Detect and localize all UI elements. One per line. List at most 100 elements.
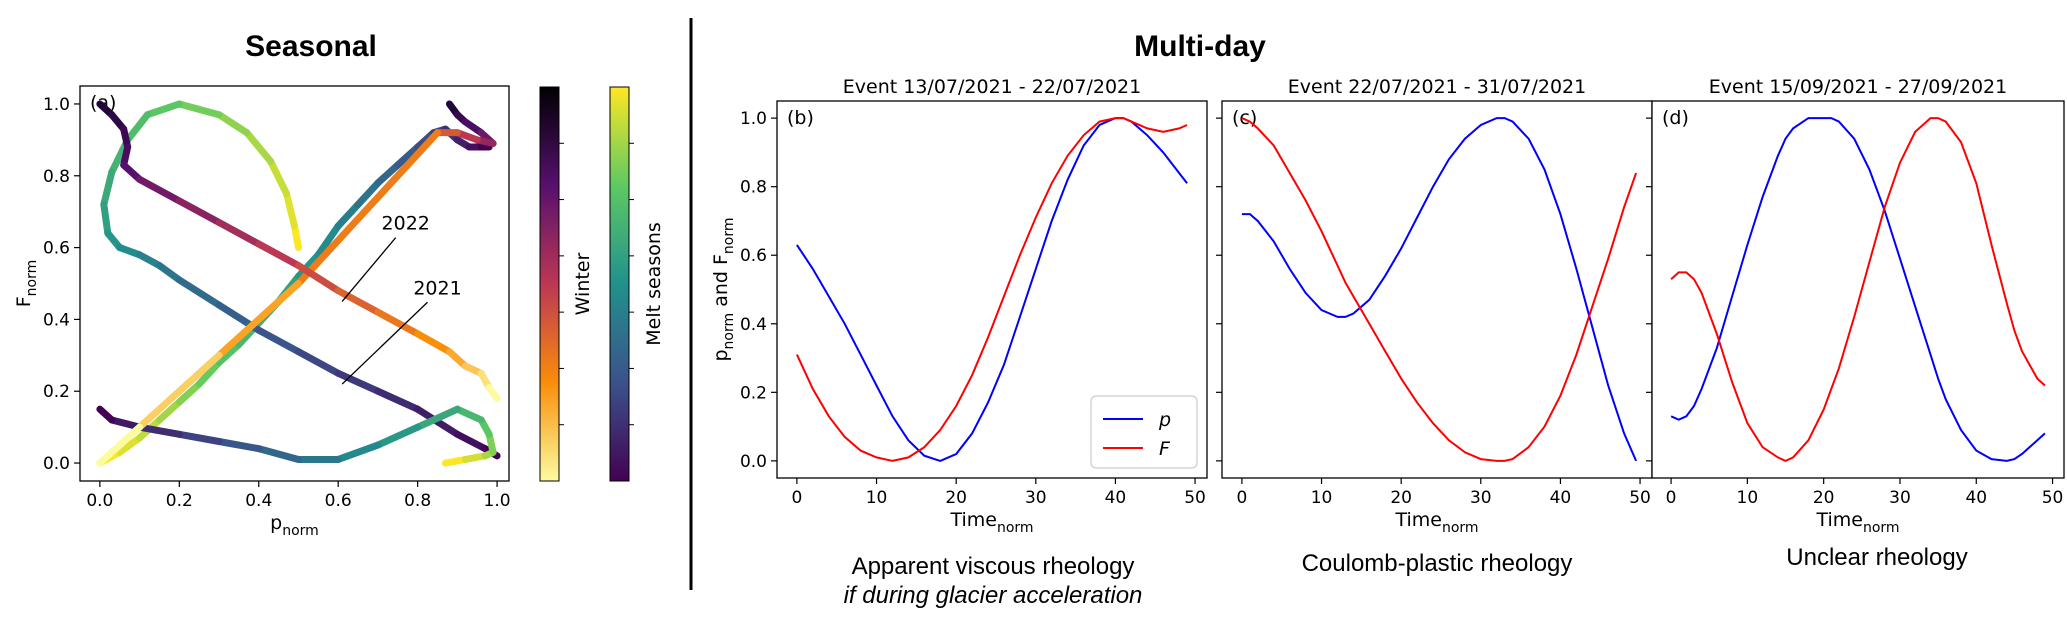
trajectory-4-segment (120, 161, 144, 183)
x-tick-label-c: 10 (1311, 488, 1333, 508)
y-axis-label-a: Fnorm (13, 260, 40, 308)
y-tick-label-b: 0.0 (740, 452, 767, 472)
colorbars: Winter Melt seasons (539, 86, 665, 482)
annotation-2021: 2021 (413, 277, 461, 299)
x-tick-label-a: 0.8 (404, 491, 431, 511)
x-tick-label-c: 0 (1236, 488, 1247, 508)
y-tick-label-a: 0.6 (43, 239, 70, 259)
trajectory-1-segment (294, 348, 342, 377)
x-tick-label-b: 40 (1105, 488, 1127, 508)
legend-box (1090, 395, 1198, 469)
series-p-line-c (1241, 117, 1638, 462)
x-tick-label-d: 40 (1965, 488, 1987, 508)
trajectory-4-segment (136, 175, 183, 205)
trajectory-3-segment (215, 280, 302, 359)
x-tick-label-b: 10 (866, 488, 888, 508)
trajectory-1-segment (100, 168, 116, 208)
trajectory-1-segment (267, 157, 291, 198)
trajectory-0-segment (195, 359, 223, 388)
caption-d: Unclear rheology (1786, 544, 1967, 571)
plot-frame-c (1221, 100, 1653, 479)
x-tick-label-c: 30 (1470, 488, 1492, 508)
trajectory-4-segment (215, 218, 263, 248)
series-F-line-d (1670, 117, 2046, 463)
trajectory-0-segment (314, 222, 342, 259)
panel-c: 0 10 20 30 40 50 Event 22/07/2021 - 31/07/2021… (1216, 76, 1653, 536)
trajectory-0-segment (116, 434, 144, 456)
trajectory-1-segment (291, 222, 302, 252)
x-tick-label-c: 40 (1550, 488, 1572, 508)
x-tick-label-a: 1.0 (484, 491, 511, 511)
y-tick-label-a: 0.2 (43, 382, 70, 402)
trajectory-0-segment (155, 398, 183, 424)
trajectory-0-segment (374, 161, 402, 187)
trajectory-2-segment (374, 423, 422, 449)
x-tick-label-b: 0 (791, 488, 802, 508)
y-tick-label-b: 0.4 (740, 315, 767, 335)
section-title-multiday: Multi-day (1134, 30, 1266, 63)
x-tick-label-b: 50 (1184, 488, 1206, 508)
y-axis-label-b: pnorm and Fnorm (710, 217, 737, 361)
y-tick-label-a: 0.4 (43, 310, 70, 330)
panel-title-b: Event 13/07/2021 - 22/07/2021 (843, 76, 1141, 98)
trajectory-1-segment (155, 262, 183, 284)
trajectory-2-segment (96, 405, 116, 424)
trajectory-1-segment (374, 387, 422, 413)
x-tick-label-b: 30 (1025, 488, 1047, 508)
annotation-line-2021 (341, 301, 428, 385)
trajectory-0-segment (334, 201, 362, 230)
annotation-2022: 2022 (382, 213, 430, 235)
colorbar-melt-label: Melt seasons (643, 222, 665, 346)
trajectory-4-segment (445, 348, 469, 370)
trajectory-1-segment (175, 276, 223, 309)
panel-a: 0.00.20.40.60.81.00.00.20.40.60.81.0(a)p… (13, 85, 511, 539)
x-tick-label-d: 20 (1813, 488, 1835, 508)
trajectory-4-segment (175, 197, 223, 226)
x-tick-label-a: 0.6 (325, 491, 352, 511)
colorbar-winter (539, 86, 560, 482)
x-tick-label-d: 50 (2042, 488, 2064, 508)
colorbar-winter-label: Winter (572, 252, 594, 315)
trajectory-1-segment (283, 190, 298, 230)
trajectory-4-segment (294, 262, 342, 295)
trajectory-1-segment (136, 251, 163, 270)
x-tick-label-a: 0.2 (166, 491, 193, 511)
caption-c: Coulomb-plastic rheology (1302, 550, 1573, 577)
x-axis-label-c: Timenorm (1394, 509, 1478, 536)
trajectory-0-segment (175, 380, 203, 406)
trajectory-2-segment (215, 438, 263, 453)
y-tick-label-a: 1.0 (43, 95, 70, 115)
caption-b-line1: Apparent viscous rheology (852, 553, 1135, 580)
panel-title-c: Event 22/07/2021 - 31/07/2021 (1288, 76, 1586, 98)
x-tick-label-d: 0 (1666, 488, 1677, 508)
trajectory-0-segment (294, 251, 322, 280)
y-tick-label-b: 0.2 (740, 383, 767, 403)
x-tick-label-c: 50 (1629, 488, 1651, 508)
panel-b: 0 10 20 30 40 50 0.0 0.2 0.4 0.6 0.8 1.0 Event 13/07… (710, 76, 1208, 536)
trajectory-4-segment (255, 240, 302, 270)
trajectory-2-segment (255, 445, 302, 463)
caption-b-line2: if during glacier acceleration (844, 582, 1143, 609)
panel-label-b: (b) (787, 107, 814, 129)
trajectory-1-segment (243, 129, 275, 165)
plot-frame-d (1651, 100, 2065, 479)
trajectory-1-segment (144, 100, 183, 119)
trajectory-2-segment (108, 416, 144, 431)
panel-d: 0 10 20 30 40 50 Event 15/09/2021 - 27/09/2021… (1646, 76, 2065, 536)
trajectory-1-segment (453, 430, 489, 453)
y-tick-label-b: 0.6 (740, 246, 767, 266)
x-tick-label-c: 20 (1390, 488, 1412, 508)
section-title-seasonal: Seasonal (245, 30, 377, 63)
trajectory-1-segment (215, 111, 251, 137)
x-tick-label-b: 20 (945, 488, 967, 508)
x-axis-label-b: Timenorm (949, 509, 1033, 536)
y-tick-label-b: 0.8 (740, 178, 767, 198)
y-tick-label-a: 0.8 (43, 167, 70, 187)
x-axis-label-a: pnorm (270, 512, 319, 539)
legend-label-p: p (1158, 409, 1171, 431)
series-F-line-b (795, 117, 1188, 462)
trajectory-3-segment (96, 423, 144, 467)
x-axis-label-d: Timenorm (1815, 509, 1899, 536)
trajectory-2-segment (136, 423, 183, 438)
x-tick-label-d: 10 (1737, 488, 1759, 508)
